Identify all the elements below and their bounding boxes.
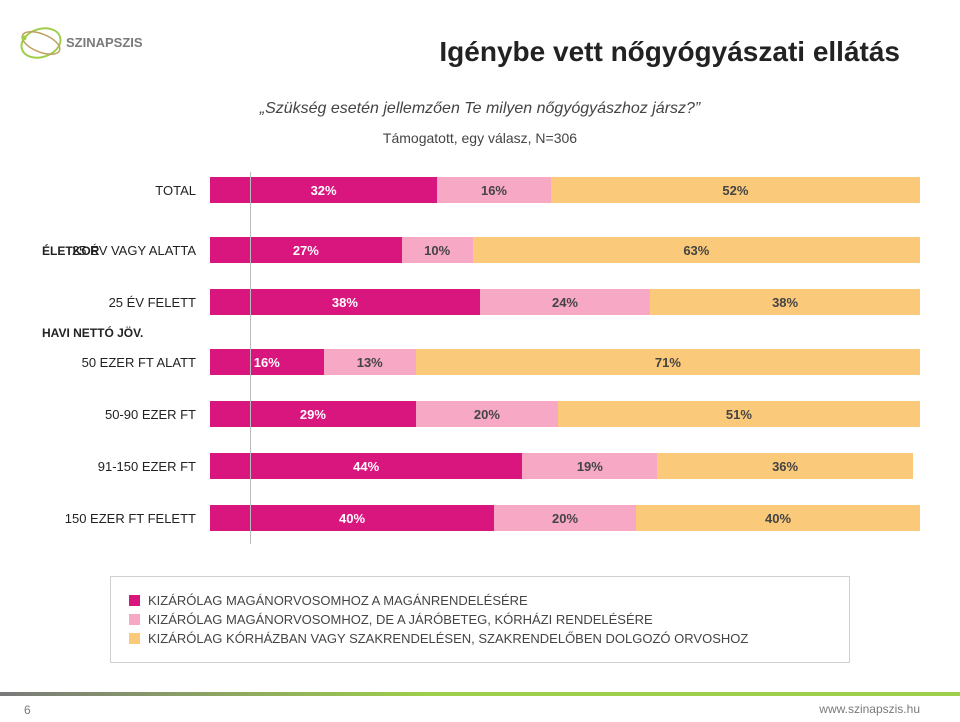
legend-swatch [129,633,140,644]
bar-row: 91-150 EZER FT44%19%36% [40,448,920,484]
legend-swatch [129,595,140,606]
bar-track: 40%20%40% [210,505,920,531]
bar-segment: 40% [210,505,494,531]
bar-segment: 19% [522,453,657,479]
bar-row: 25 ÉV FELETT38%24%38% [40,284,920,320]
legend-swatch [129,614,140,625]
bar-track: 32%16%52% [210,177,920,203]
bar-segment: 13% [324,349,416,375]
legend-label: KIZÁRÓLAG MAGÁNORVOSOMHOZ A MAGÁNRENDELÉ… [148,593,528,608]
legend-item: KIZÁRÓLAG KÓRHÁZBAN VAGY SZAKRENDELÉSEN,… [129,631,831,646]
bar-segment: 32% [210,177,437,203]
bar-row-label: 25 ÉV VAGY ALATTA [40,243,210,258]
footer: www.szinapszis.hu 6 [0,692,960,722]
page-number: 6 [24,703,31,717]
brand-text: SZINAPSZIS [66,35,143,50]
bar-track: 27%10%63% [210,237,920,263]
stacked-bar-chart: TOTAL32%16%52%25 ÉV VAGY ALATTA27%10%63%… [40,172,920,552]
legend-label: KIZÁRÓLAG KÓRHÁZBAN VAGY SZAKRENDELÉSEN,… [148,631,748,646]
bar-segment: 51% [558,401,920,427]
bar-segment: 20% [416,401,558,427]
bar-row-label: 150 EZER FT FELETT [40,511,210,526]
bar-row: 150 EZER FT FELETT40%20%40% [40,500,920,536]
bar-row: 25 ÉV VAGY ALATTA27%10%63% [40,232,920,268]
legend: KIZÁRÓLAG MAGÁNORVOSOMHOZ A MAGÁNRENDELÉ… [110,576,850,663]
bar-segment: 27% [210,237,402,263]
slide: SZINAPSZIS Igénybe vett nőgyógyászati el… [0,0,960,722]
bar-row-label: 25 ÉV FELETT [40,295,210,310]
bar-row-label: 91-150 EZER FT [40,459,210,474]
bar-row: TOTAL32%16%52% [40,172,920,208]
bar-segment: 52% [551,177,920,203]
bar-segment: 63% [473,237,920,263]
bar-segment: 44% [210,453,522,479]
bar-track: 38%24%38% [210,289,920,315]
bar-segment: 24% [480,289,650,315]
bar-segment: 16% [210,349,324,375]
bar-track: 29%20%51% [210,401,920,427]
bar-row: 50 EZER FT ALATT16%13%71% [40,344,920,380]
brand-logo: SZINAPSZIS [18,20,158,71]
page-title: Igénybe vett nőgyógyászati ellátás [200,36,900,68]
footer-url: www.szinapszis.hu [819,702,920,716]
legend-item: KIZÁRÓLAG MAGÁNORVOSOMHOZ, DE A JÁRÓBETE… [129,612,831,627]
bar-row-label: 50 EZER FT ALATT [40,355,210,370]
bar-segment: 36% [657,453,913,479]
bar-row: 50-90 EZER FT29%20%51% [40,396,920,432]
sample-meta: Támogatott, egy válasz, N=306 [0,130,960,146]
bar-row-label: 50-90 EZER FT [40,407,210,422]
bar-segment: 10% [402,237,473,263]
bar-segment: 38% [650,289,920,315]
axis-rule [250,172,251,544]
legend-label: KIZÁRÓLAG MAGÁNORVOSOMHOZ, DE A JÁRÓBETE… [148,612,653,627]
bar-segment: 20% [494,505,636,531]
bar-segment: 16% [437,177,551,203]
bar-row-label: TOTAL [40,183,210,198]
title-block: Igénybe vett nőgyógyászati ellátás [200,36,900,68]
bar-segment: 40% [636,505,920,531]
bar-track: 44%19%36% [210,453,920,479]
bar-segment: 71% [416,349,920,375]
subtitle: „Szükség esetén jellemzően Te milyen nőg… [0,100,960,118]
bar-segment: 29% [210,401,416,427]
legend-item: KIZÁRÓLAG MAGÁNORVOSOMHOZ A MAGÁNRENDELÉ… [129,593,831,608]
footer-bar: www.szinapszis.hu [0,696,960,722]
bar-track: 16%13%71% [210,349,920,375]
